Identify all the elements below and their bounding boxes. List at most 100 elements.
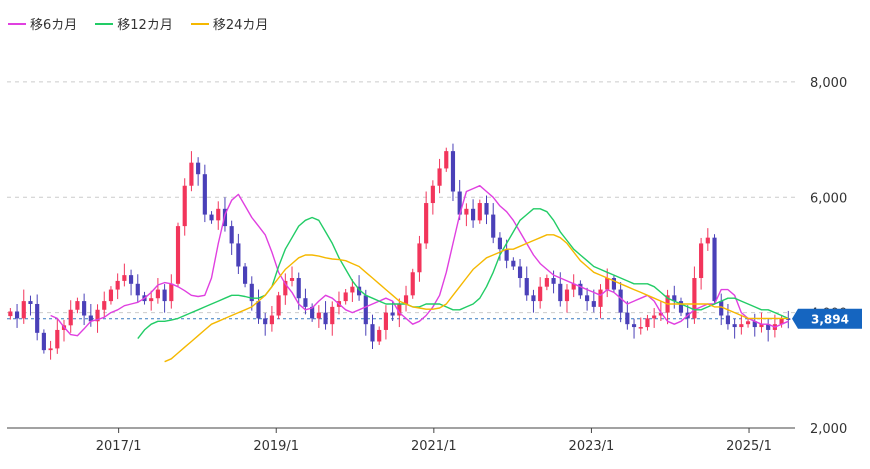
candle-body xyxy=(605,278,610,290)
candle-body xyxy=(430,185,435,204)
candle-body xyxy=(598,289,603,307)
candle-body xyxy=(155,289,160,299)
candle-body xyxy=(424,203,429,244)
candle-body xyxy=(182,185,187,227)
legend-item-ma12[interactable]: 移12カ月 xyxy=(95,14,173,33)
candle-body xyxy=(571,283,576,290)
candle-body xyxy=(739,324,744,328)
candle-body xyxy=(28,301,33,304)
candle-body xyxy=(511,260,516,267)
candle-body xyxy=(370,324,375,342)
candle-body xyxy=(564,289,570,302)
candle-body xyxy=(269,315,274,325)
candle-body xyxy=(249,283,254,302)
candle-body xyxy=(578,283,583,296)
x-tick-label: 2021/1 xyxy=(411,439,457,454)
candle-body xyxy=(732,324,737,328)
legend-item-ma24[interactable]: 移24カ月 xyxy=(190,14,269,33)
legend: 移6カ月 移12カ月 移24カ月 xyxy=(8,14,268,33)
candle-body xyxy=(263,318,268,325)
candle-body xyxy=(410,272,415,296)
candle-body xyxy=(497,237,502,250)
x-tick-label: 2019/1 xyxy=(253,439,299,454)
candle-body xyxy=(310,306,315,319)
current-price-label: 3,894 xyxy=(811,312,849,326)
candle-body xyxy=(658,312,663,316)
candle-body xyxy=(524,278,529,296)
candle-body xyxy=(779,318,784,325)
candle-body xyxy=(611,278,617,290)
candle-body xyxy=(296,278,301,299)
legend-item-ma6[interactable]: 移6カ月 xyxy=(8,14,77,33)
candle-body xyxy=(766,324,771,330)
candle-body xyxy=(162,289,167,302)
candle-body xyxy=(544,278,549,287)
candle-body xyxy=(725,315,731,325)
candle-body xyxy=(491,214,496,238)
candle-body xyxy=(108,289,114,302)
candle-body xyxy=(464,208,469,215)
current-price-tag-shape xyxy=(792,308,862,329)
candle-body xyxy=(652,315,657,319)
candle-body xyxy=(330,306,335,325)
candle-body xyxy=(477,203,482,221)
candle-body xyxy=(705,237,710,244)
candle-body xyxy=(35,303,40,333)
candle-body xyxy=(517,266,523,279)
candle-body xyxy=(216,208,221,221)
candle-body xyxy=(350,286,355,293)
y-tick-label: 2,000 xyxy=(810,422,847,437)
candle-body xyxy=(196,162,201,175)
candle-body xyxy=(531,295,536,302)
legend-swatch-ma12 xyxy=(95,22,114,25)
candle-body xyxy=(390,312,395,316)
candle-body xyxy=(256,301,261,319)
x-tick-label: 2023/1 xyxy=(569,439,615,454)
x-tick-label: 2025/1 xyxy=(726,439,772,454)
legend-label-ma24: 移24カ月 xyxy=(212,18,269,33)
candle-body xyxy=(752,321,757,328)
candle-body xyxy=(289,278,295,281)
candle-body xyxy=(450,151,456,192)
candle-body xyxy=(75,301,80,310)
candle-body xyxy=(377,329,382,342)
candle-body xyxy=(229,226,234,244)
candle-body xyxy=(283,280,288,296)
candle-body xyxy=(8,311,13,317)
candle-body xyxy=(149,298,154,302)
x-tick-label: 2017/1 xyxy=(96,439,142,454)
x-axis-ticks: 2017/1 2019/1 2021/1 2023/1 2025/1 xyxy=(96,428,772,454)
legend-label-ma12: 移12カ月 xyxy=(117,18,173,33)
candle-body xyxy=(417,243,422,273)
candle-body xyxy=(316,312,321,319)
candle-body xyxy=(343,292,348,302)
candle-body xyxy=(383,312,388,330)
candle-body xyxy=(471,208,476,221)
candle-body xyxy=(437,168,442,186)
candle-body xyxy=(323,312,328,325)
candle-body xyxy=(538,286,543,302)
candle-body xyxy=(484,203,489,215)
candle-body xyxy=(759,324,764,328)
candle-body xyxy=(55,329,60,349)
candle-body xyxy=(115,280,120,290)
candle-body xyxy=(68,309,73,326)
candle-body xyxy=(21,301,26,319)
candle-body xyxy=(403,295,409,304)
candle-body xyxy=(692,278,697,319)
candle-body xyxy=(95,309,100,322)
candlesticks xyxy=(8,143,791,360)
y-tick-label: 6,000 xyxy=(810,191,847,206)
candle-body xyxy=(699,243,704,279)
ma24-line xyxy=(164,234,789,363)
candle-body xyxy=(712,237,717,302)
legend-swatch-ma24 xyxy=(190,22,209,25)
candle-body xyxy=(276,295,281,316)
candle-body xyxy=(102,301,107,310)
candle-body xyxy=(14,311,20,319)
candle-body xyxy=(457,191,462,215)
candle-body xyxy=(357,286,362,296)
candle-body xyxy=(303,298,308,307)
